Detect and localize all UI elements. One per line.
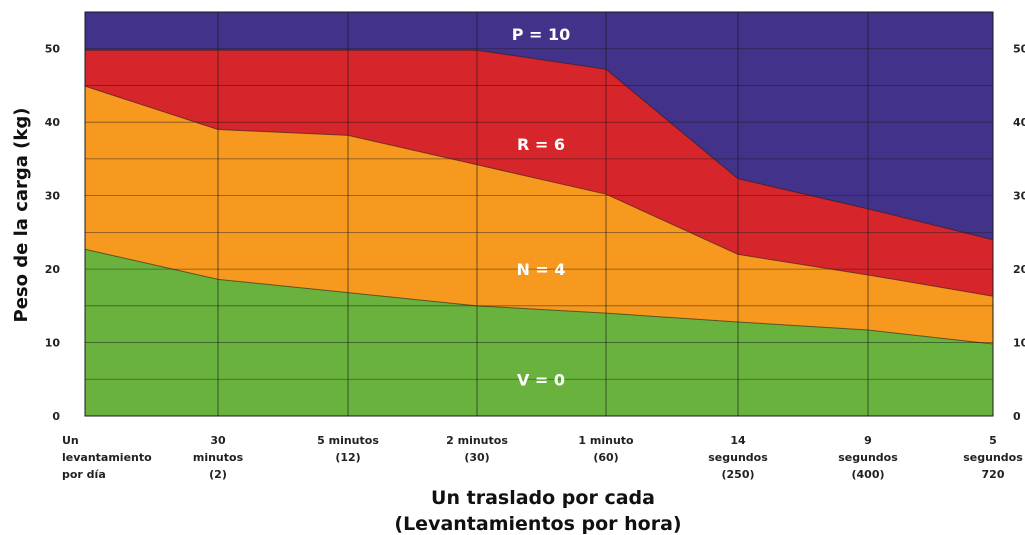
x-axis-title: Un traslado por cada (431, 487, 655, 509)
y-ticks-left: 0 10 20 30 40 50 (45, 43, 61, 423)
y-tick-label-right: 0 (1013, 410, 1021, 423)
x-tick-label: 5 segundos 720 (963, 434, 1023, 481)
y-tick-label-right: 40 (1013, 116, 1025, 129)
zone-label: R = 6 (517, 135, 565, 154)
x-axis-subtitle: (Levantamientos por hora) (394, 513, 681, 535)
x-tick-label: Un levantamiento por día (62, 434, 152, 481)
y-tick-label: 0 (52, 410, 60, 423)
y-tick-label: 20 (45, 263, 61, 276)
x-tick-label: 2 minutos (30) (446, 434, 508, 464)
x-ticks: Un levantamiento por día 30 minutos (2) 5 minu… (62, 434, 1023, 481)
boundary-line (85, 49, 994, 241)
x-tick-label: 14 segundos (250) (708, 434, 768, 481)
zone-label: P = 10 (512, 25, 571, 44)
y-tick-label: 40 (45, 116, 61, 129)
y-tick-label-right: 10 (1013, 337, 1025, 350)
x-tick-label: 1 minuto (60) (578, 434, 634, 464)
series-labels: V = 0 N = 4 R = 6 P = 10 (512, 25, 571, 389)
zone-label: V = 0 (517, 370, 565, 389)
boundary-line (84, 85, 994, 297)
chart-areas (85, 12, 993, 417)
y-tick-label-right: 30 (1013, 190, 1025, 203)
y-tick-label-right: 50 (1013, 43, 1025, 56)
zone-label: N = 4 (516, 260, 565, 279)
y-tick-label: 50 (45, 43, 61, 56)
y-ticks-right: 0 10 20 30 40 50 (1013, 43, 1025, 423)
y-tick-label: 10 (45, 337, 61, 350)
y-tick-label-right: 20 (1013, 263, 1025, 276)
plot-frame (84, 11, 994, 417)
y-tick-label: 30 (45, 190, 61, 203)
area-v-0 (85, 249, 993, 416)
chart-grid (84, 11, 994, 417)
boundary-line (84, 248, 994, 345)
series-boundaries (84, 49, 994, 345)
x-tick-label: 9 segundos (400) (838, 434, 898, 481)
x-tick-label: 30 minutos (2) (193, 434, 244, 481)
y-axis-title: Peso de la carga (kg) (11, 108, 32, 323)
x-tick-label: 5 minutos (12) (317, 434, 379, 464)
